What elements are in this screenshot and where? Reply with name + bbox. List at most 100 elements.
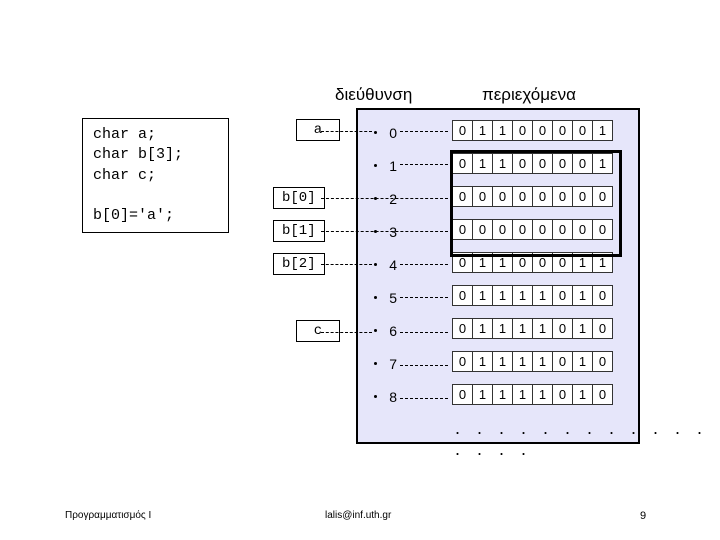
bit-cell: 0 (552, 318, 573, 339)
dash-line (321, 332, 372, 333)
footer-center: lalis@inf.uth.gr (325, 510, 391, 521)
addr-dot (374, 164, 377, 167)
bit-cell: 0 (452, 252, 473, 273)
bit-cell: 0 (472, 219, 493, 240)
addr-label: 0 (377, 125, 397, 141)
header-address: διεύθυνση (335, 85, 412, 105)
dash-line (321, 264, 372, 265)
bit-cell: 1 (512, 351, 533, 372)
addr-label: 7 (377, 356, 397, 372)
bit-cell: 1 (472, 351, 493, 372)
addr-dot (374, 296, 377, 299)
bit-cell: 1 (492, 318, 513, 339)
bit-cell: 1 (592, 120, 613, 141)
bits-row: 00000000 (452, 219, 613, 240)
bit-cell: 0 (512, 252, 533, 273)
bit-cell: 0 (532, 219, 553, 240)
bit-cell: 0 (532, 252, 553, 273)
bit-cell: 0 (512, 120, 533, 141)
dash-line (400, 297, 448, 298)
bit-cell: 0 (452, 318, 473, 339)
bit-cell: 1 (492, 153, 513, 174)
bit-cell: 0 (592, 285, 613, 306)
bit-cell: 1 (512, 318, 533, 339)
bit-cell: 0 (552, 384, 573, 405)
bit-cell: 1 (592, 252, 613, 273)
bit-cell: 0 (572, 153, 593, 174)
memory-ellipsis: . . . . . . . . . . . . . . . . (455, 418, 720, 460)
bit-cell: 1 (532, 351, 553, 372)
addr-label: 5 (377, 290, 397, 306)
bit-cell: 1 (572, 318, 593, 339)
bit-cell: 1 (592, 153, 613, 174)
bit-cell: 0 (552, 285, 573, 306)
dash-line (400, 398, 448, 399)
bit-cell: 1 (532, 384, 553, 405)
var-b1: b[1] (273, 220, 325, 242)
addr-dot (374, 131, 377, 134)
bit-cell: 0 (452, 285, 473, 306)
bit-cell: 1 (472, 384, 493, 405)
addr-label: 2 (377, 191, 397, 207)
bit-cell: 0 (532, 153, 553, 174)
code-box: char a; char b[3]; char c; b[0]='a'; (82, 118, 229, 233)
bit-cell: 1 (492, 285, 513, 306)
addr-dot (374, 329, 377, 332)
addr-label: 1 (377, 158, 397, 174)
addr-dot (374, 395, 377, 398)
bit-cell: 0 (572, 120, 593, 141)
bit-cell: 1 (512, 384, 533, 405)
bit-cell: 0 (472, 186, 493, 207)
bits-row: 01111010 (452, 384, 613, 405)
dash-line (400, 365, 448, 366)
bit-cell: 0 (512, 186, 533, 207)
bit-cell: 1 (572, 351, 593, 372)
bits-row: 01111010 (452, 351, 613, 372)
bit-cell: 1 (532, 318, 553, 339)
dash-line (400, 332, 448, 333)
bit-cell: 0 (452, 186, 473, 207)
bit-cell: 0 (552, 120, 573, 141)
bits-row: 01100001 (452, 153, 613, 174)
bit-cell: 0 (452, 120, 473, 141)
bit-cell: 1 (492, 120, 513, 141)
bit-cell: 0 (452, 153, 473, 174)
bit-cell: 1 (492, 252, 513, 273)
bit-cell: 0 (552, 153, 573, 174)
addr-dot (374, 263, 377, 266)
bits-row: 01100011 (452, 252, 613, 273)
dash-line (400, 164, 448, 165)
bit-cell: 0 (552, 219, 573, 240)
bits-row: 01111010 (452, 285, 613, 306)
bit-cell: 0 (592, 318, 613, 339)
bit-cell: 0 (452, 351, 473, 372)
bit-cell: 1 (572, 384, 593, 405)
bit-cell: 1 (472, 120, 493, 141)
dash-line (321, 131, 372, 132)
bit-cell: 0 (552, 186, 573, 207)
bit-cell: 0 (552, 351, 573, 372)
bit-cell: 0 (492, 219, 513, 240)
bit-cell: 0 (592, 351, 613, 372)
bits-row: 01100001 (452, 120, 613, 141)
bit-cell: 1 (472, 285, 493, 306)
bit-cell: 0 (572, 219, 593, 240)
var-a: a (296, 119, 340, 141)
dash-line (321, 231, 448, 232)
var-c: c (296, 320, 340, 342)
bit-cell: 0 (532, 120, 553, 141)
dash-line (400, 131, 448, 132)
header-content: περιεχόμενα (482, 85, 576, 105)
footer-right: 9 (640, 510, 646, 522)
bit-cell: 0 (592, 219, 613, 240)
bit-cell: 0 (452, 219, 473, 240)
addr-label: 6 (377, 323, 397, 339)
dash-line (321, 198, 448, 199)
bits-row: 00000000 (452, 186, 613, 207)
bit-cell: 0 (492, 186, 513, 207)
bit-cell: 1 (472, 318, 493, 339)
addr-label: 4 (377, 257, 397, 273)
bit-cell: 1 (572, 252, 593, 273)
addr-label: 3 (377, 224, 397, 240)
bit-cell: 1 (472, 252, 493, 273)
